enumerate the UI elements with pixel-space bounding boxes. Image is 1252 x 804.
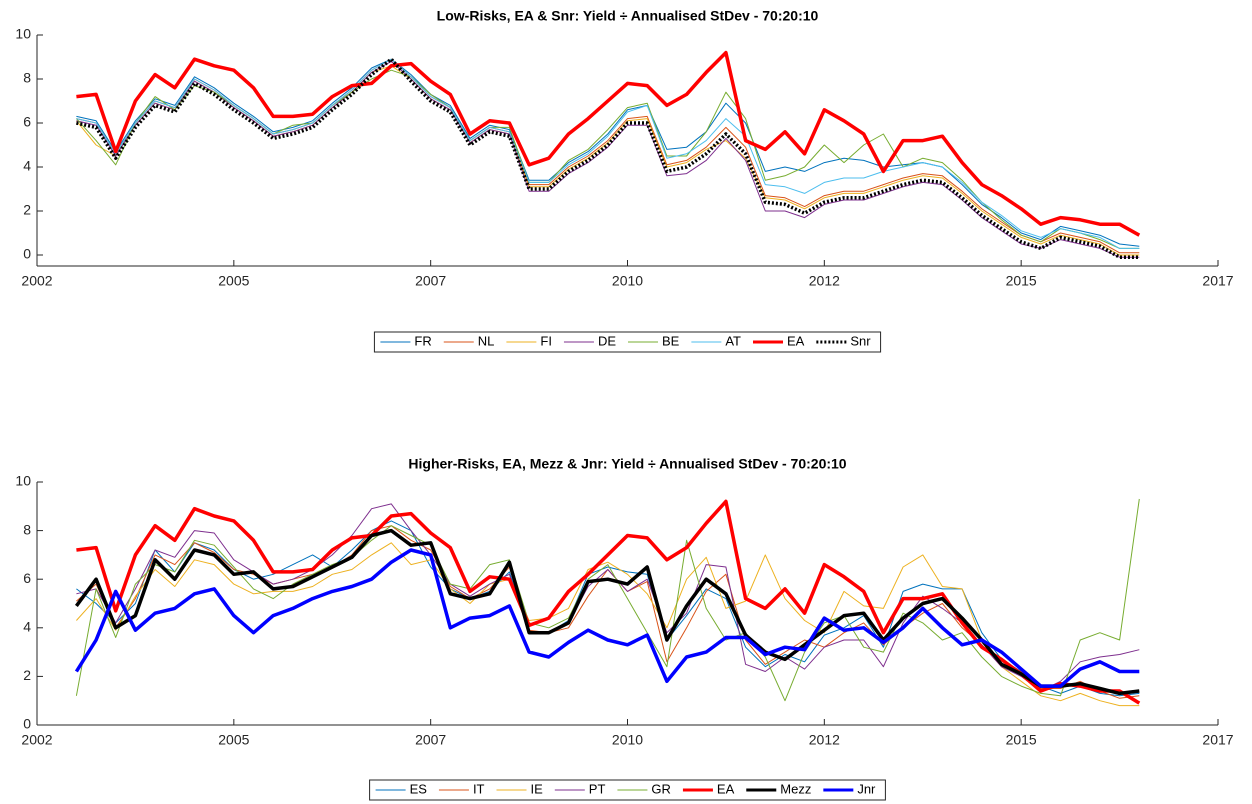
legend-label: IE — [531, 781, 544, 796]
y-tick-label: 8 — [23, 521, 31, 537]
legend-label: Mezz — [780, 781, 811, 796]
chart-title: Higher-Risks, EA, Mezz & Jnr: Yield ÷ An… — [408, 456, 846, 472]
series-line — [76, 503, 1140, 692]
y-tick-label: 4 — [23, 158, 31, 174]
series-line — [76, 542, 1140, 707]
plot-area — [74, 498, 1141, 707]
series-line — [76, 58, 1140, 247]
series-line — [76, 60, 1140, 258]
series-line — [76, 499, 1141, 705]
legend-label: NL — [478, 333, 495, 348]
legend-label: ES — [410, 781, 428, 796]
chart-title: Low-Risks, EA & Snr: Yield ÷ Annualised … — [437, 8, 819, 24]
series-line — [76, 69, 1140, 249]
x-tick-label: 2007 — [415, 732, 446, 748]
x-tick-label: 2002 — [21, 732, 52, 748]
chart: Low-Risks, EA & Snr: Yield ÷ Annualised … — [15, 8, 1234, 353]
x-tick-label: 2005 — [218, 732, 249, 748]
legend: FR NL FI DE BE AT EA Snr — [373, 331, 882, 353]
series-line — [74, 528, 1140, 696]
y-tick-label: 10 — [15, 473, 31, 489]
legend-label: FI — [540, 333, 552, 348]
y-tick-label: 6 — [23, 570, 31, 586]
x-tick-label: 2005 — [218, 273, 249, 289]
y-tick-label: 2 — [23, 202, 31, 218]
legend-label: EA — [717, 781, 735, 796]
series-line — [76, 57, 1140, 259]
x-tick-label: 2012 — [809, 732, 840, 748]
series-line — [76, 58, 1140, 249]
legend-label: EA — [787, 333, 805, 348]
legend-label: BE — [662, 333, 680, 348]
series-line — [74, 548, 1140, 688]
x-tick-label: 2002 — [21, 273, 52, 289]
y-tick-label: 0 — [23, 716, 31, 732]
legend-label: DE — [598, 333, 616, 348]
legend-label: AT — [725, 333, 741, 348]
legend: ES IT IE PT GR EA Mezz Jnr — [369, 779, 886, 801]
chart: Higher-Risks, EA, Mezz & Jnr: Yield ÷ An… — [15, 456, 1234, 801]
x-tick-label: 2017 — [1202, 732, 1233, 748]
plot-area — [76, 50, 1141, 259]
y-tick-label: 0 — [23, 246, 31, 262]
series-line — [76, 520, 1140, 697]
y-tick-label: 6 — [23, 114, 31, 130]
series-line — [76, 50, 1141, 237]
x-tick-label: 2015 — [1006, 273, 1037, 289]
series-line — [76, 58, 1140, 254]
legend-box — [373, 331, 882, 353]
x-tick-label: 2010 — [612, 273, 643, 289]
series-line — [75, 498, 1140, 702]
legend-label: Jnr — [857, 781, 876, 796]
x-tick-label: 2010 — [612, 732, 643, 748]
x-tick-label: 2012 — [809, 273, 840, 289]
legend-label: PT — [589, 781, 606, 796]
y-tick-label: 8 — [23, 70, 31, 86]
x-tick-label: 2015 — [1006, 732, 1037, 748]
series-line — [76, 65, 1140, 256]
y-tick-label: 2 — [23, 667, 31, 683]
legend-label: GR — [651, 781, 671, 796]
legend-label: IT — [473, 781, 485, 796]
y-tick-label: 4 — [23, 619, 31, 635]
y-tick-label: 10 — [15, 26, 31, 42]
legend-label: FR — [414, 333, 431, 348]
x-tick-label: 2017 — [1202, 273, 1233, 289]
legend-label: Snr — [850, 333, 871, 348]
x-tick-label: 2007 — [415, 273, 446, 289]
series-line — [76, 525, 1140, 699]
